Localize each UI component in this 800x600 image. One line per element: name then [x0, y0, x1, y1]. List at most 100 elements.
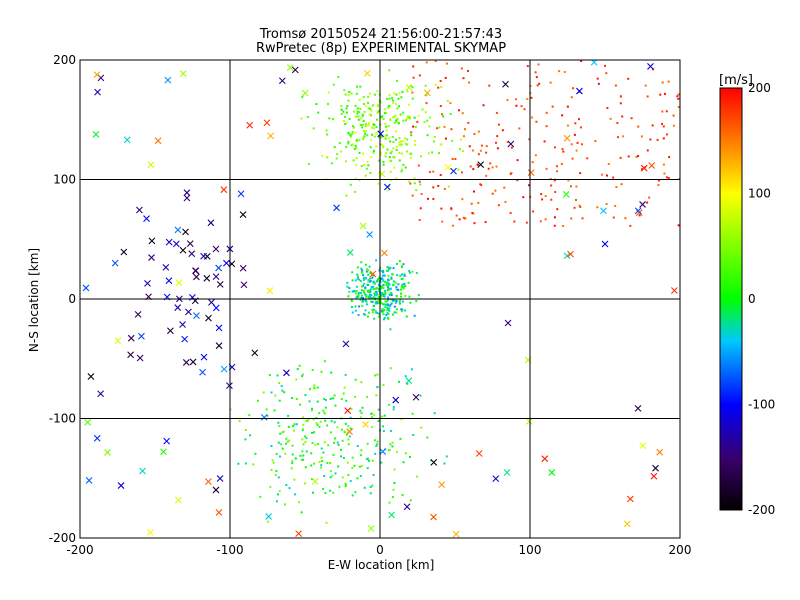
data-point — [345, 121, 348, 124]
y-tick-label: 100 — [53, 173, 76, 187]
data-point-x — [344, 407, 352, 415]
data-point-x — [311, 477, 319, 485]
data-point — [418, 74, 421, 77]
data-point — [358, 139, 361, 142]
data-point — [347, 295, 350, 298]
data-point — [347, 142, 350, 145]
data-point — [391, 313, 394, 316]
data-point — [358, 305, 361, 308]
data-point — [385, 129, 388, 132]
data-point — [316, 386, 319, 389]
data-point — [374, 93, 377, 96]
data-point — [473, 133, 476, 136]
data-point — [326, 156, 329, 159]
data-point-x — [333, 204, 340, 212]
data-point — [371, 484, 374, 487]
data-point-x — [123, 136, 131, 144]
data-point-x — [199, 368, 206, 376]
data-point — [321, 154, 324, 157]
data-point — [334, 404, 337, 407]
data-point — [421, 108, 424, 111]
data-point — [627, 155, 630, 158]
data-point — [402, 461, 405, 464]
data-point — [394, 138, 397, 141]
data-point — [406, 143, 409, 146]
data-point — [397, 122, 400, 125]
data-point — [400, 292, 403, 295]
data-point — [378, 284, 381, 287]
data-point — [497, 204, 500, 207]
data-point — [449, 102, 452, 105]
data-point — [526, 98, 529, 101]
data-point — [388, 309, 391, 312]
data-point-x — [216, 475, 224, 482]
data-point — [319, 420, 322, 423]
data-point — [356, 110, 359, 113]
data-point — [484, 221, 487, 224]
data-point — [491, 192, 494, 195]
data-point — [310, 409, 313, 412]
data-point — [356, 275, 359, 278]
data-point-x — [367, 525, 375, 532]
data-point — [382, 318, 385, 321]
data-point — [381, 310, 384, 313]
data-point — [574, 122, 577, 125]
data-point — [358, 465, 361, 468]
data-point — [283, 391, 286, 394]
data-point — [408, 180, 411, 183]
data-point — [403, 282, 406, 285]
data-point — [412, 65, 415, 68]
data-point — [322, 409, 325, 412]
data-point — [346, 281, 349, 284]
data-point-x — [97, 390, 104, 398]
data-point — [394, 119, 397, 122]
data-point — [369, 146, 372, 149]
data-point — [330, 162, 333, 165]
data-point — [425, 61, 428, 64]
data-point — [365, 303, 368, 306]
data-point-x — [237, 190, 245, 198]
data-point — [394, 301, 397, 304]
data-point — [386, 98, 389, 101]
data-point — [320, 464, 323, 467]
data-point — [662, 163, 665, 166]
data-point — [308, 400, 311, 403]
data-point — [288, 487, 291, 490]
data-point — [322, 487, 325, 490]
data-point — [433, 140, 436, 143]
data-point — [362, 130, 365, 133]
data-point — [356, 477, 359, 480]
data-point — [304, 435, 307, 438]
data-point — [340, 455, 343, 458]
data-point-x — [388, 511, 395, 519]
data-point — [279, 443, 282, 446]
data-point — [555, 165, 558, 168]
data-point — [402, 263, 405, 266]
data-point — [368, 459, 371, 462]
data-point — [393, 305, 396, 308]
data-point — [382, 295, 385, 298]
data-point-x — [634, 207, 642, 215]
data-point — [380, 143, 383, 146]
data-point — [249, 434, 252, 437]
data-point — [301, 95, 304, 98]
data-point — [416, 120, 419, 123]
data-point — [357, 118, 360, 121]
data-point — [395, 145, 398, 148]
data-point — [388, 304, 391, 307]
data-point — [362, 102, 365, 105]
data-point — [396, 308, 399, 311]
data-point — [291, 453, 294, 456]
data-point — [360, 270, 363, 273]
data-point — [370, 300, 373, 303]
data-point — [381, 270, 384, 273]
data-point — [320, 447, 323, 450]
data-point — [449, 112, 452, 115]
data-point — [277, 421, 280, 424]
data-point — [485, 174, 488, 177]
data-point — [397, 105, 400, 108]
data-point — [300, 459, 303, 462]
data-point — [363, 486, 366, 489]
data-point — [392, 101, 395, 104]
data-point-x — [215, 342, 223, 350]
